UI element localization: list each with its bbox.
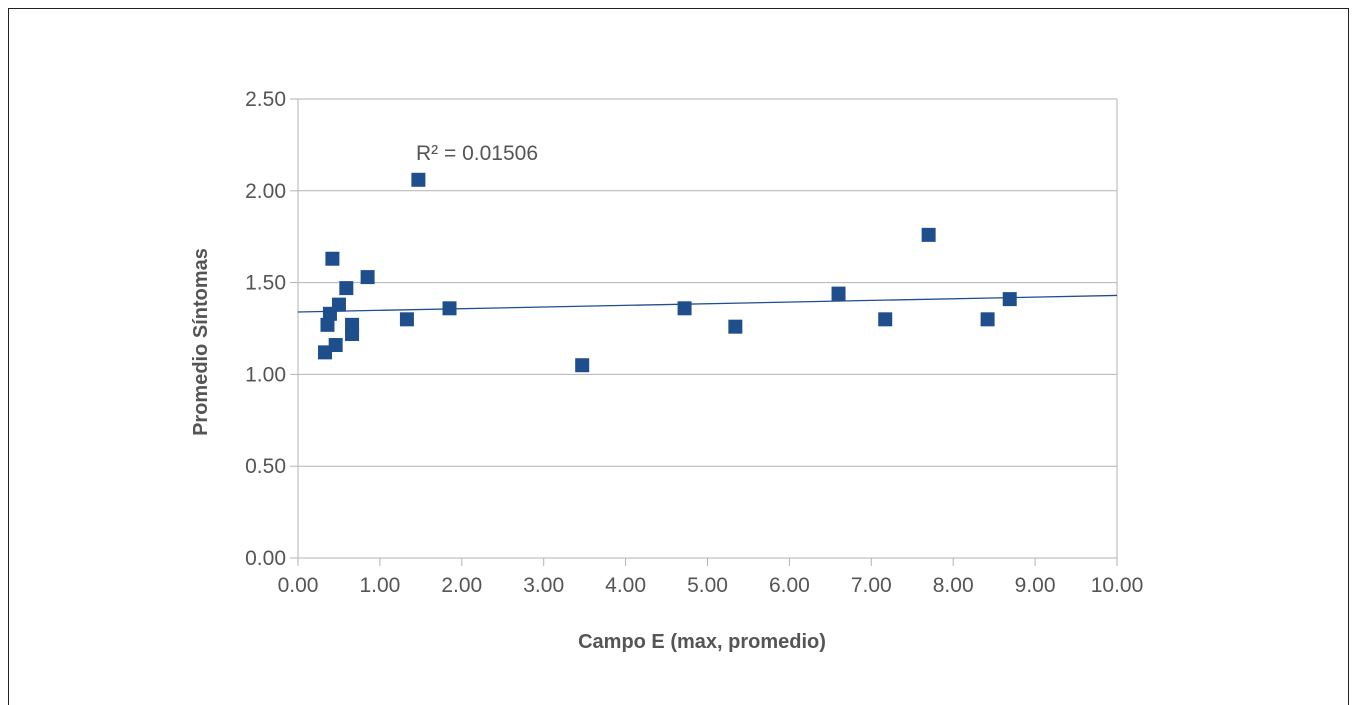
data-point bbox=[411, 172, 426, 187]
data-point bbox=[1002, 292, 1017, 307]
data-point bbox=[339, 281, 354, 296]
x-axis-title: Campo E (max, promedio) bbox=[578, 631, 826, 653]
data-point bbox=[831, 286, 846, 301]
x-tick-label: 8.00 bbox=[933, 574, 974, 597]
x-tick-labels: 0.00 1.00 2.00 3.00 4.00 5.00 6.00 7.00 8.00 9.00… bbox=[278, 574, 1144, 597]
data-point bbox=[318, 345, 333, 360]
x-tick-label: 2.00 bbox=[441, 574, 482, 597]
chart-frame bbox=[8, 8, 1349, 705]
x-tick-label: 1.00 bbox=[359, 574, 400, 597]
x-tick-label: 3.00 bbox=[523, 574, 564, 597]
r-squared-annotation: R² = 0.01506 bbox=[416, 142, 538, 165]
data-point bbox=[328, 338, 343, 353]
x-tick-label: 9.00 bbox=[1015, 574, 1056, 597]
y-axis-title: Promedio Síntomas bbox=[190, 248, 212, 436]
data-point bbox=[677, 301, 692, 316]
data-point bbox=[921, 227, 936, 242]
data-point bbox=[728, 319, 743, 334]
x-tick-label: 10.00 bbox=[1091, 574, 1144, 597]
y-tick-labels: 0.00 0.50 1.00 1.50 2.00 2.50 bbox=[245, 88, 286, 570]
y-tick-label: 0.00 bbox=[245, 547, 286, 570]
data-point bbox=[320, 317, 335, 332]
data-point bbox=[399, 312, 414, 327]
data-point bbox=[575, 358, 590, 373]
x-tick-label: 4.00 bbox=[605, 574, 646, 597]
data-points bbox=[318, 172, 1017, 373]
trendline bbox=[297, 294, 1118, 313]
y-tick-label: 2.00 bbox=[245, 180, 286, 203]
data-point bbox=[878, 312, 893, 327]
gridlines bbox=[298, 98, 1118, 559]
y-tick-label: 1.00 bbox=[245, 363, 286, 386]
trendline-group bbox=[297, 294, 1118, 313]
x-tick-label: 5.00 bbox=[687, 574, 728, 597]
x-tick-label: 6.00 bbox=[769, 574, 810, 597]
y-tick-label: 2.50 bbox=[245, 88, 286, 111]
data-point bbox=[325, 251, 340, 266]
data-point bbox=[331, 297, 346, 312]
y-tick-label: 1.50 bbox=[245, 272, 286, 295]
data-point bbox=[980, 312, 995, 327]
data-point bbox=[345, 327, 360, 342]
x-tick-label: 7.00 bbox=[851, 574, 892, 597]
data-point bbox=[442, 301, 457, 316]
data-point bbox=[360, 270, 375, 285]
y-tick-label: 0.50 bbox=[245, 455, 286, 478]
axes bbox=[290, 98, 1118, 566]
x-tick-label: 0.00 bbox=[278, 574, 319, 597]
